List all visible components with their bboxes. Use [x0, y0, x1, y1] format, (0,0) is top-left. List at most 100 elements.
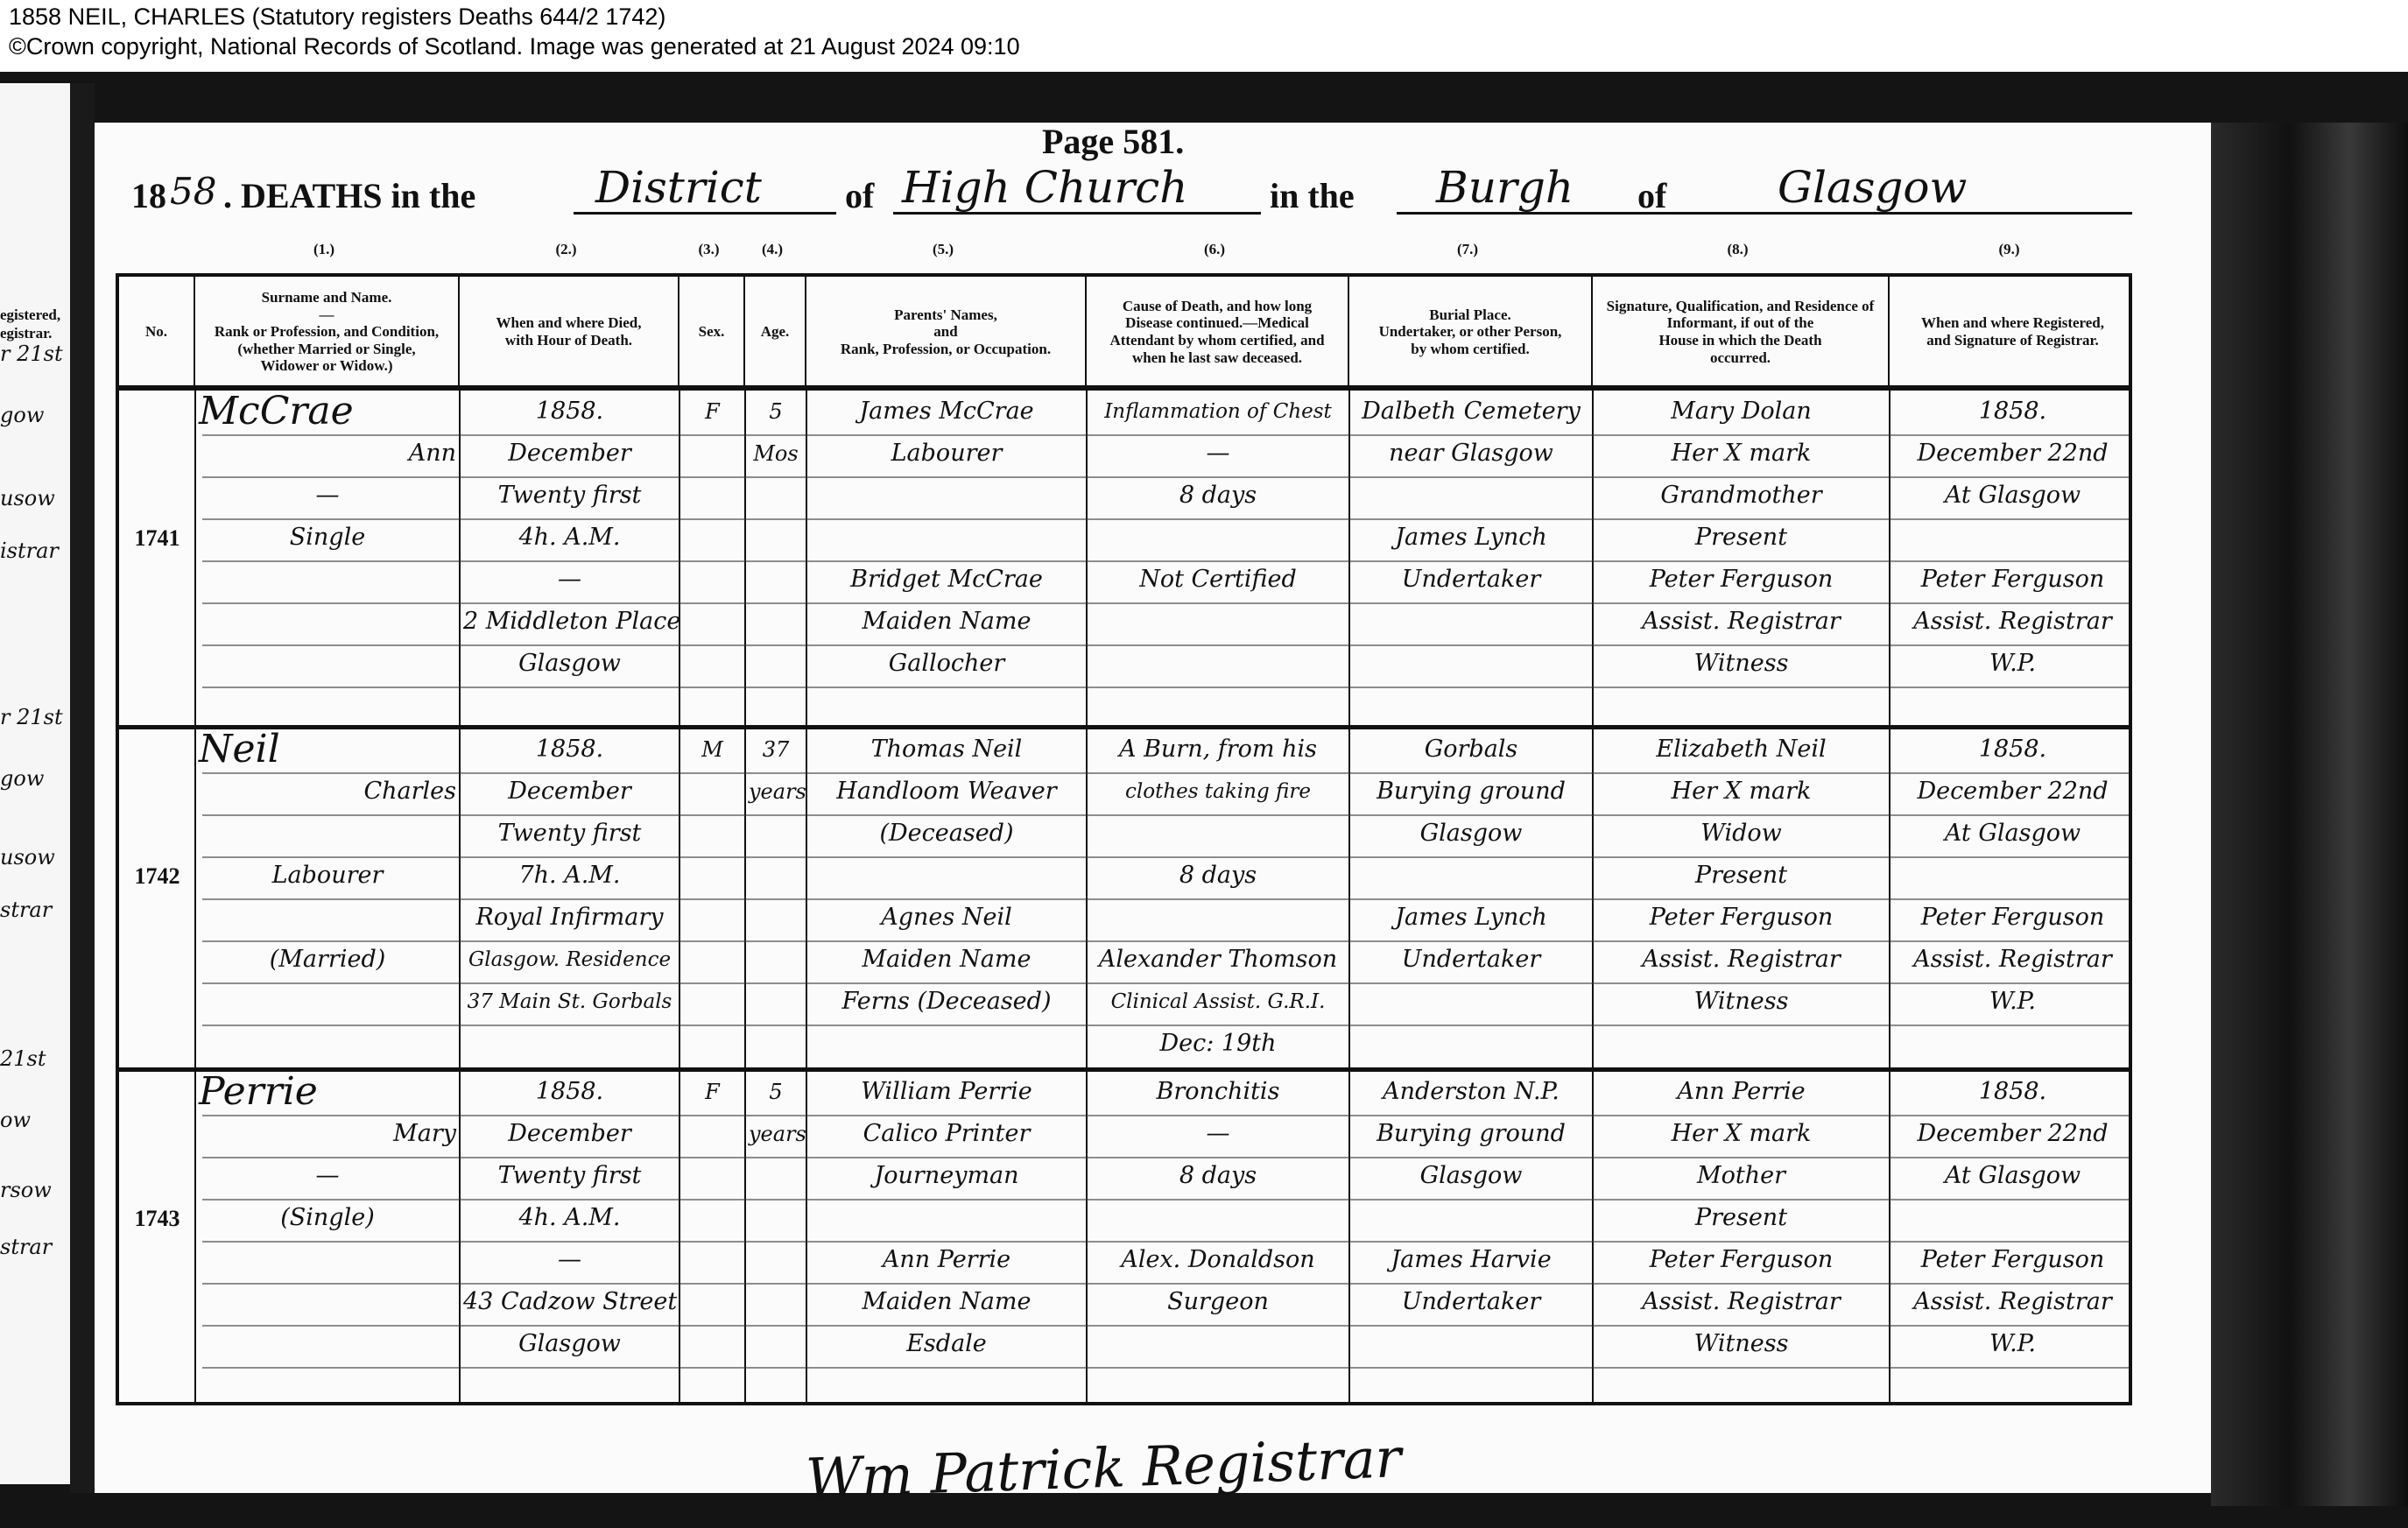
- entry-registered-line: Assist. Registrar: [1913, 1288, 2112, 1315]
- header-divider: [119, 385, 2129, 391]
- adjacent-page-fragment: usow: [0, 845, 55, 870]
- of-label-2: of: [1637, 176, 1667, 215]
- adjacent-page-fragment: r 21st: [0, 705, 63, 729]
- ruled-line: [202, 1025, 2129, 1026]
- ruled-line: [202, 1325, 2129, 1327]
- entry-burial-line: James Lynch: [1395, 524, 1547, 551]
- column-number: (6.): [1203, 241, 1226, 257]
- entry-cause-line: —: [1206, 440, 1230, 467]
- adjacent-page-fragment: istrar: [0, 539, 59, 563]
- place-written: High Church: [902, 162, 1188, 213]
- entry-informant-line: Grandmother: [1660, 482, 1822, 509]
- entry-died-line: 4h. A.M.: [518, 524, 621, 551]
- entry-parents-line: Thomas Neil: [870, 736, 1023, 763]
- entry-registered-line: At Glasgow: [1944, 1162, 2081, 1189]
- entry-cause-line: —: [1206, 1120, 1230, 1147]
- adjacent-header-line: egistrar.: [0, 325, 53, 342]
- entry-burial-line: Undertaker: [1401, 1288, 1541, 1315]
- entry-died-line: 37 Main St. Gorbals: [467, 990, 672, 1013]
- entry-sex-line: F: [705, 399, 720, 424]
- of-label: of: [845, 176, 875, 215]
- entry-died-line: 1858.: [535, 736, 604, 763]
- entry-died-line: Twenty first: [497, 482, 642, 509]
- entry-parents-line: William Perrie: [861, 1078, 1032, 1105]
- adjacent-page-fragment: r 21st: [0, 342, 63, 366]
- column-number: (8.): [1727, 241, 1749, 257]
- in-the-label: in the: [1270, 176, 1355, 215]
- entry-died-line: Royal Infirmary: [475, 904, 664, 931]
- entry-died-line: 1858.: [535, 398, 604, 425]
- entry-informant-line: Ann Perrie: [1677, 1078, 1806, 1105]
- deaths-label: . DEATHS in the: [223, 176, 476, 215]
- entry-parents-line: Maiden Name: [862, 608, 1031, 635]
- entry-name-line: Neil: [199, 727, 280, 771]
- entry-died-line: —: [558, 1246, 581, 1273]
- entry-informant-line: Peter Ferguson: [1649, 1246, 1834, 1273]
- entry-burial-line: near Glasgow: [1389, 440, 1553, 467]
- column-number: (7.): [1456, 241, 1479, 257]
- ruled-line: [202, 814, 2129, 816]
- column-header: When and where Registered, and Signature…: [1920, 314, 2105, 349]
- column-number: (9.): [1998, 241, 2020, 257]
- entry-registered-line: At Glasgow: [1944, 820, 2081, 847]
- column-header: Signature, Qualification, and Residence …: [1593, 277, 1890, 387]
- entry-cause-line: 8 days: [1179, 862, 1257, 889]
- entry-died-line: December: [508, 440, 631, 467]
- entry-name-line: Mary: [393, 1120, 456, 1147]
- town-written: Glasgow: [1778, 162, 1968, 213]
- column-header: When and where Died, with Hour of Death.: [460, 277, 679, 387]
- year-written: 58: [170, 170, 217, 213]
- column-header: Sex.: [679, 277, 745, 387]
- entry-burial-line: Gorbals: [1424, 736, 1518, 763]
- entry-burial-line: James Lynch: [1395, 904, 1547, 931]
- ruled-line: [202, 644, 2129, 646]
- record-title: 1858 NEIL, CHARLES (Statutory registers …: [9, 4, 666, 30]
- entry-registered-line: 1858.: [1978, 398, 2047, 425]
- adjacent-page-fragment: gow: [0, 766, 45, 791]
- entry-registered-line: 1858.: [1978, 736, 2047, 763]
- column-divider: [1592, 387, 1594, 1402]
- ruled-line: [202, 1367, 2129, 1369]
- register-page: [95, 123, 2235, 1493]
- entry-divider: [119, 725, 2129, 729]
- entry-informant-line: Present: [1694, 524, 1788, 551]
- adjacent-page-fragment: strar: [0, 1235, 53, 1259]
- book-binding: [2211, 123, 2408, 1506]
- entry-parents-line: Maiden Name: [862, 946, 1031, 973]
- entry-parents-line: Labourer: [891, 440, 1003, 467]
- entry-died-line: December: [508, 1120, 631, 1147]
- entry-burial-line: Glasgow: [1419, 1162, 1523, 1189]
- entry-parents-line: Calico Printer: [863, 1120, 1031, 1147]
- column-number: (4.): [761, 241, 784, 257]
- entry-parents-line: Journeyman: [874, 1162, 1019, 1189]
- entry-registered-line: W.P.: [1989, 1330, 2036, 1357]
- entry-informant-line: Assist. Registrar: [1642, 608, 1841, 635]
- entry-cause-line: 8 days: [1179, 1162, 1257, 1189]
- entry-age-line: years: [749, 1122, 806, 1146]
- entry-name-line: (Single): [280, 1204, 375, 1231]
- column-number: (3.): [698, 241, 720, 257]
- entry-registered-line: W.P.: [1989, 988, 2036, 1015]
- column-header: No.: [119, 277, 195, 387]
- entry-cause-line: A Burn, from his: [1119, 736, 1317, 763]
- entry-parents-line: Bridget McCrae: [850, 566, 1043, 593]
- entry-age-line: Mos: [753, 441, 799, 466]
- entry-died-line: Twenty first: [497, 1162, 642, 1189]
- column-divider: [744, 387, 746, 1402]
- entry-informant-line: Witness: [1693, 650, 1789, 677]
- entry-registered-line: W.P.: [1989, 650, 2036, 677]
- entry-age-line: 5: [769, 399, 783, 424]
- entry-informant-line: Her X mark: [1671, 440, 1812, 467]
- entry-number: 1742: [134, 863, 180, 889]
- entry-died-line: Glasgow: [518, 1330, 621, 1357]
- entry-informant-line: Elizabeth Neil: [1656, 736, 1827, 763]
- ruled-line: [202, 1115, 2129, 1116]
- entry-parents-line: Gallocher: [888, 650, 1005, 677]
- entry-burial-line: Burying ground: [1377, 778, 1566, 805]
- adjacent-page-fragment: gow: [0, 403, 45, 427]
- entry-died-line: Glasgow. Residence: [468, 948, 672, 971]
- entry-name-line: Perrie: [199, 1069, 318, 1114]
- column-divider: [1889, 387, 1890, 1402]
- entry-name-line: (Married): [269, 946, 386, 973]
- entry-registered-line: December 22nd: [1917, 440, 2109, 467]
